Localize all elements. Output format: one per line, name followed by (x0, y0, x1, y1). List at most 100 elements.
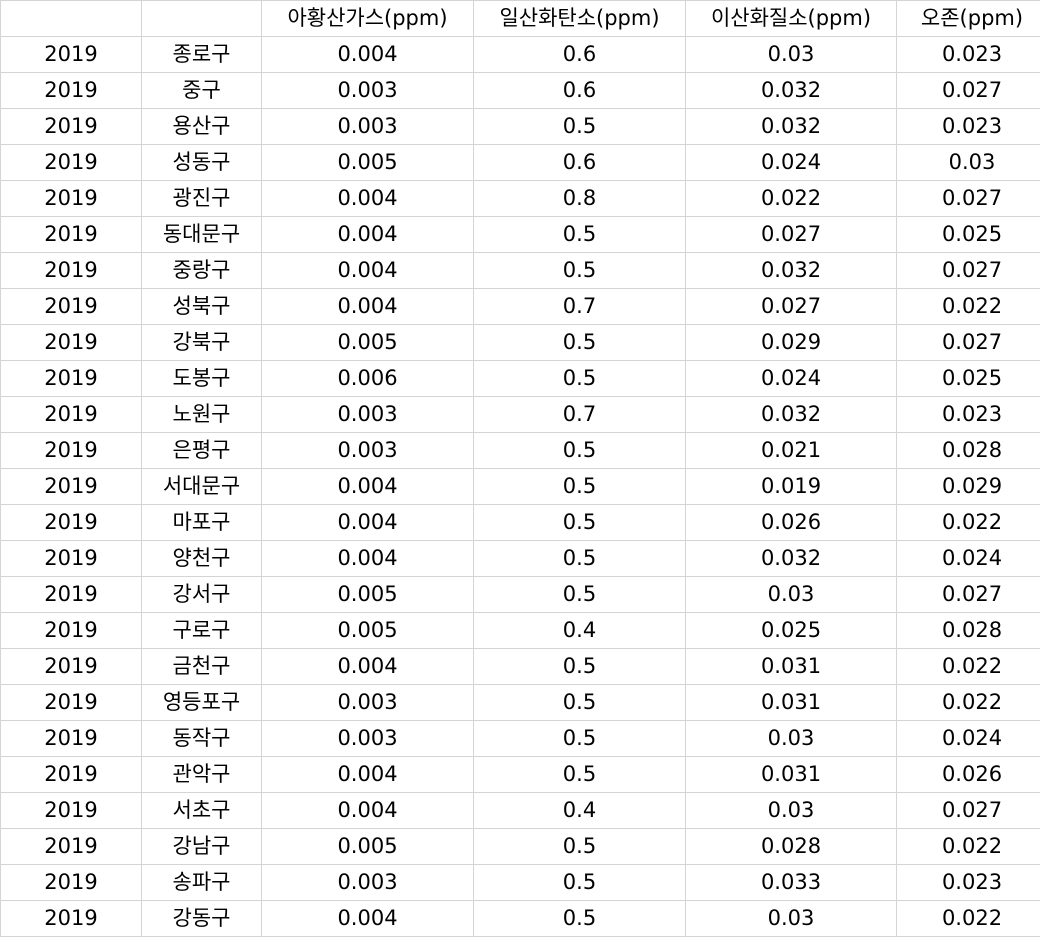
cell-no2[interactable]: 0.032 (685, 252, 897, 289)
cell-so2[interactable]: 0.003 (261, 108, 474, 145)
cell-no2[interactable]: 0.027 (685, 288, 897, 325)
cell-no2[interactable]: 0.026 (685, 504, 897, 541)
cell-o3[interactable]: 0.024 (896, 540, 1040, 577)
cell-no2[interactable]: 0.028 (685, 828, 897, 865)
cell-o3[interactable]: 0.022 (896, 828, 1040, 865)
cell-year[interactable]: 2019 (0, 648, 142, 685)
cell-no2[interactable]: 0.03 (685, 900, 897, 937)
cell-year[interactable]: 2019 (0, 36, 142, 73)
cell-no2[interactable]: 0.033 (685, 864, 897, 901)
cell-so2[interactable]: 0.004 (261, 36, 474, 73)
cell-district[interactable]: 관악구 (141, 756, 262, 793)
cell-so2[interactable]: 0.003 (261, 684, 474, 721)
cell-no2[interactable]: 0.019 (685, 468, 897, 505)
cell-year[interactable]: 2019 (0, 576, 142, 613)
cell-no2[interactable]: 0.031 (685, 756, 897, 793)
cell-co[interactable]: 0.5 (473, 756, 686, 793)
header-cell-co[interactable]: 일산화탄소(ppm) (473, 0, 686, 37)
cell-no2[interactable]: 0.032 (685, 540, 897, 577)
cell-so2[interactable]: 0.004 (261, 504, 474, 541)
cell-district[interactable]: 노원구 (141, 396, 262, 433)
cell-so2[interactable]: 0.003 (261, 396, 474, 433)
cell-co[interactable]: 0.5 (473, 504, 686, 541)
cell-year[interactable]: 2019 (0, 216, 142, 253)
cell-year[interactable]: 2019 (0, 828, 142, 865)
cell-district[interactable]: 성북구 (141, 288, 262, 325)
cell-o3[interactable]: 0.022 (896, 684, 1040, 721)
cell-co[interactable]: 0.5 (473, 900, 686, 937)
cell-so2[interactable]: 0.005 (261, 144, 474, 181)
cell-so2[interactable]: 0.004 (261, 648, 474, 685)
cell-district[interactable]: 성동구 (141, 144, 262, 181)
cell-no2[interactable]: 0.031 (685, 648, 897, 685)
cell-o3[interactable]: 0.022 (896, 900, 1040, 937)
cell-o3[interactable]: 0.022 (896, 504, 1040, 541)
cell-o3[interactable]: 0.027 (896, 252, 1040, 289)
cell-o3[interactable]: 0.025 (896, 216, 1040, 253)
cell-co[interactable]: 0.5 (473, 360, 686, 397)
cell-o3[interactable]: 0.023 (896, 108, 1040, 145)
cell-co[interactable]: 0.5 (473, 828, 686, 865)
cell-district[interactable]: 구로구 (141, 612, 262, 649)
cell-district[interactable]: 광진구 (141, 180, 262, 217)
cell-co[interactable]: 0.5 (473, 720, 686, 757)
cell-no2[interactable]: 0.024 (685, 144, 897, 181)
cell-so2[interactable]: 0.003 (261, 72, 474, 109)
cell-so2[interactable]: 0.004 (261, 900, 474, 937)
cell-so2[interactable]: 0.004 (261, 288, 474, 325)
cell-co[interactable]: 0.5 (473, 108, 686, 145)
cell-co[interactable]: 0.5 (473, 864, 686, 901)
cell-o3[interactable]: 0.027 (896, 576, 1040, 613)
cell-year[interactable]: 2019 (0, 360, 142, 397)
cell-o3[interactable]: 0.027 (896, 72, 1040, 109)
cell-o3[interactable]: 0.024 (896, 720, 1040, 757)
cell-o3[interactable]: 0.027 (896, 792, 1040, 829)
cell-year[interactable]: 2019 (0, 108, 142, 145)
cell-o3[interactable]: 0.023 (896, 396, 1040, 433)
cell-co[interactable]: 0.5 (473, 468, 686, 505)
cell-o3[interactable]: 0.022 (896, 648, 1040, 685)
cell-so2[interactable]: 0.003 (261, 432, 474, 469)
cell-no2[interactable]: 0.03 (685, 576, 897, 613)
cell-no2[interactable]: 0.025 (685, 612, 897, 649)
cell-o3[interactable]: 0.029 (896, 468, 1040, 505)
cell-year[interactable]: 2019 (0, 684, 142, 721)
header-cell-district[interactable] (141, 0, 262, 37)
cell-so2[interactable]: 0.005 (261, 612, 474, 649)
cell-no2[interactable]: 0.027 (685, 216, 897, 253)
cell-co[interactable]: 0.8 (473, 180, 686, 217)
header-cell-no2[interactable]: 이산화질소(ppm) (685, 0, 897, 37)
cell-district[interactable]: 도봉구 (141, 360, 262, 397)
cell-so2[interactable]: 0.006 (261, 360, 474, 397)
cell-district[interactable]: 양천구 (141, 540, 262, 577)
cell-co[interactable]: 0.6 (473, 36, 686, 73)
cell-district[interactable]: 마포구 (141, 504, 262, 541)
cell-co[interactable]: 0.5 (473, 684, 686, 721)
cell-district[interactable]: 영등포구 (141, 684, 262, 721)
cell-district[interactable]: 서대문구 (141, 468, 262, 505)
cell-no2[interactable]: 0.032 (685, 396, 897, 433)
cell-district[interactable]: 은평구 (141, 432, 262, 469)
cell-so2[interactable]: 0.004 (261, 540, 474, 577)
cell-no2[interactable]: 0.03 (685, 36, 897, 73)
header-cell-so2[interactable]: 아황산가스(ppm) (261, 0, 474, 37)
cell-co[interactable]: 0.5 (473, 648, 686, 685)
cell-district[interactable]: 강북구 (141, 324, 262, 361)
cell-co[interactable]: 0.5 (473, 216, 686, 253)
cell-so2[interactable]: 0.004 (261, 180, 474, 217)
cell-no2[interactable]: 0.024 (685, 360, 897, 397)
cell-no2[interactable]: 0.029 (685, 324, 897, 361)
cell-o3[interactable]: 0.026 (896, 756, 1040, 793)
cell-year[interactable]: 2019 (0, 288, 142, 325)
cell-year[interactable]: 2019 (0, 468, 142, 505)
cell-so2[interactable]: 0.003 (261, 720, 474, 757)
cell-year[interactable]: 2019 (0, 720, 142, 757)
header-cell-year[interactable] (0, 0, 142, 37)
cell-district[interactable]: 금천구 (141, 648, 262, 685)
cell-year[interactable]: 2019 (0, 432, 142, 469)
cell-year[interactable]: 2019 (0, 324, 142, 361)
header-cell-o3[interactable]: 오존(ppm) (896, 0, 1040, 37)
cell-year[interactable]: 2019 (0, 180, 142, 217)
cell-no2[interactable]: 0.021 (685, 432, 897, 469)
cell-year[interactable]: 2019 (0, 756, 142, 793)
